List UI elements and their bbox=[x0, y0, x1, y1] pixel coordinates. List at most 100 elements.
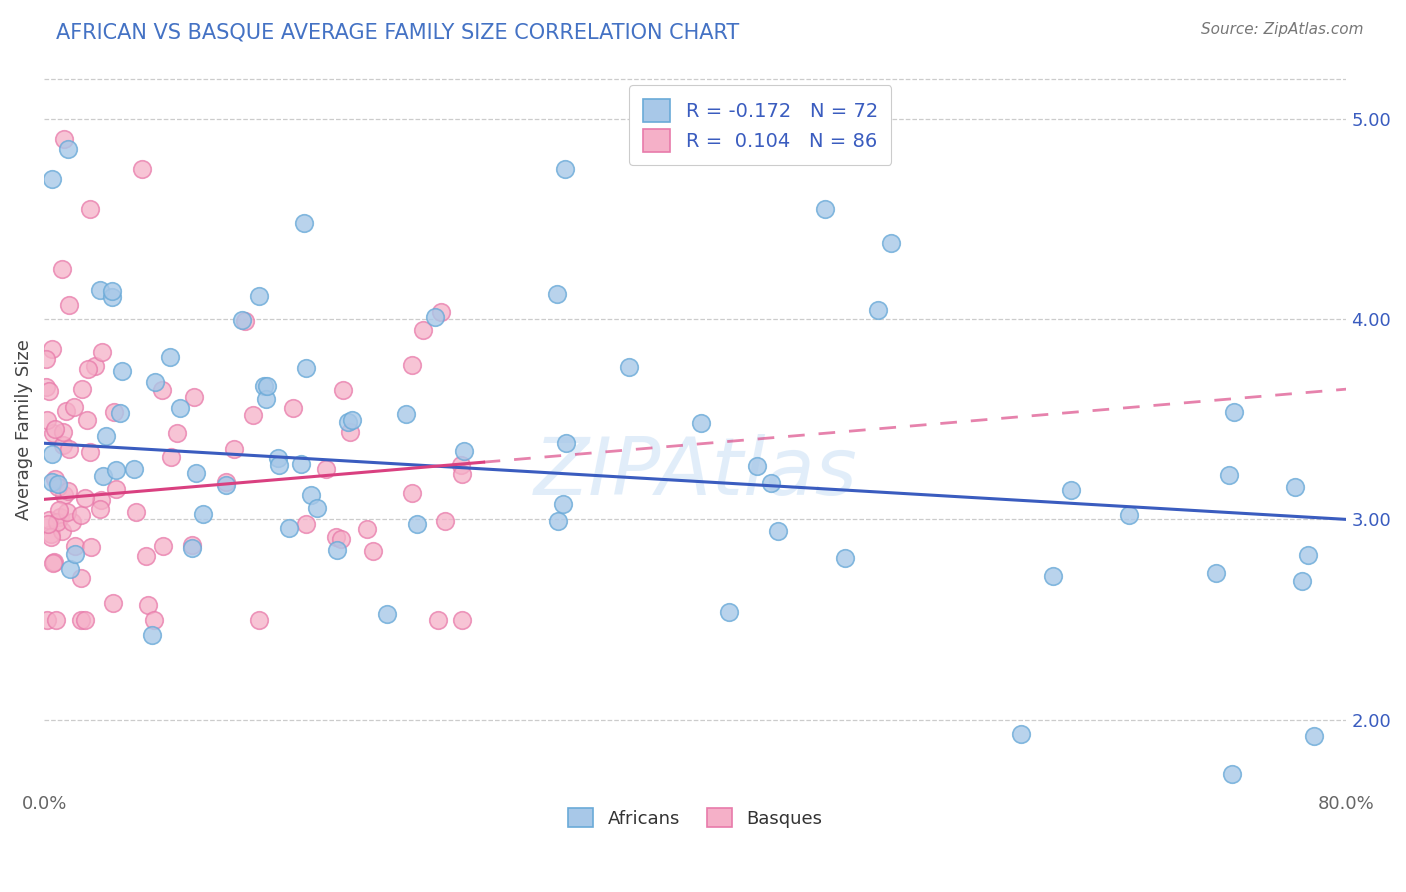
Point bbox=[44, 472, 66, 486]
Point bbox=[59, 562, 82, 576]
Point bbox=[89, 501, 111, 516]
Point bbox=[70, 508, 93, 522]
Point bbox=[103, 596, 125, 610]
Point bbox=[292, 216, 315, 230]
Point bbox=[294, 517, 316, 532]
Point bbox=[1284, 480, 1306, 494]
Point bbox=[62, 515, 84, 529]
Point bbox=[1222, 767, 1244, 781]
Point bbox=[768, 524, 790, 538]
Point bbox=[453, 444, 475, 458]
Text: Source: ZipAtlas.com: Source: ZipAtlas.com bbox=[1201, 22, 1364, 37]
Point bbox=[166, 425, 188, 440]
Point bbox=[242, 408, 264, 422]
Point bbox=[547, 514, 569, 528]
Point bbox=[141, 628, 163, 642]
Point bbox=[136, 598, 159, 612]
Point bbox=[1205, 566, 1227, 581]
Point bbox=[105, 463, 128, 477]
Point bbox=[337, 415, 360, 429]
Point bbox=[48, 510, 70, 524]
Point bbox=[79, 202, 101, 216]
Point bbox=[325, 530, 347, 544]
Point bbox=[450, 458, 472, 473]
Point bbox=[717, 605, 740, 619]
Point bbox=[41, 475, 63, 490]
Point bbox=[427, 613, 450, 627]
Point bbox=[401, 358, 423, 372]
Point bbox=[401, 485, 423, 500]
Point bbox=[267, 451, 290, 466]
Point bbox=[332, 383, 354, 397]
Point bbox=[152, 540, 174, 554]
Point bbox=[63, 401, 86, 415]
Y-axis label: Average Family Size: Average Family Size bbox=[15, 339, 32, 520]
Point bbox=[1223, 405, 1246, 419]
Point bbox=[169, 401, 191, 415]
Point bbox=[1118, 508, 1140, 522]
Point bbox=[101, 284, 124, 298]
Point bbox=[37, 517, 59, 532]
Point bbox=[340, 413, 363, 427]
Point bbox=[555, 435, 578, 450]
Point bbox=[868, 302, 890, 317]
Point bbox=[41, 557, 63, 571]
Point bbox=[38, 384, 60, 399]
Point bbox=[1218, 467, 1240, 482]
Point bbox=[412, 323, 434, 337]
Point bbox=[79, 445, 101, 459]
Point bbox=[41, 447, 63, 461]
Point bbox=[90, 493, 112, 508]
Point bbox=[690, 416, 713, 430]
Point bbox=[235, 314, 257, 328]
Point bbox=[215, 475, 238, 489]
Point bbox=[70, 571, 93, 585]
Point bbox=[1042, 568, 1064, 582]
Point bbox=[834, 550, 856, 565]
Point bbox=[38, 513, 60, 527]
Point bbox=[42, 555, 65, 569]
Point bbox=[278, 521, 301, 535]
Point bbox=[89, 284, 111, 298]
Point bbox=[181, 541, 204, 555]
Point bbox=[451, 613, 474, 627]
Point bbox=[52, 488, 75, 502]
Point bbox=[361, 544, 384, 558]
Point bbox=[76, 413, 98, 427]
Point bbox=[405, 517, 427, 532]
Point bbox=[294, 361, 316, 376]
Point bbox=[546, 287, 568, 301]
Point bbox=[553, 497, 575, 511]
Point bbox=[51, 524, 73, 538]
Text: AFRICAN VS BASQUE AVERAGE FAMILY SIZE CORRELATION CHART: AFRICAN VS BASQUE AVERAGE FAMILY SIZE CO… bbox=[56, 22, 740, 42]
Point bbox=[39, 526, 62, 541]
Point bbox=[73, 491, 96, 505]
Point bbox=[42, 426, 65, 441]
Point bbox=[103, 405, 125, 419]
Point bbox=[48, 503, 70, 517]
Point bbox=[58, 442, 80, 456]
Point bbox=[267, 458, 290, 472]
Point bbox=[76, 362, 98, 376]
Point bbox=[326, 543, 349, 558]
Point bbox=[247, 613, 270, 627]
Point bbox=[58, 298, 80, 312]
Point bbox=[395, 407, 418, 421]
Point bbox=[70, 382, 93, 396]
Point bbox=[46, 516, 69, 530]
Point bbox=[44, 422, 66, 436]
Point bbox=[143, 375, 166, 389]
Point bbox=[150, 383, 173, 397]
Point bbox=[125, 505, 148, 519]
Point bbox=[1010, 727, 1032, 741]
Point bbox=[56, 483, 79, 498]
Point bbox=[183, 390, 205, 404]
Point bbox=[339, 425, 361, 439]
Point bbox=[131, 161, 153, 176]
Point bbox=[1296, 548, 1319, 562]
Point bbox=[108, 406, 131, 420]
Point bbox=[184, 466, 207, 480]
Point bbox=[46, 477, 69, 491]
Point bbox=[617, 360, 640, 375]
Point bbox=[159, 450, 181, 465]
